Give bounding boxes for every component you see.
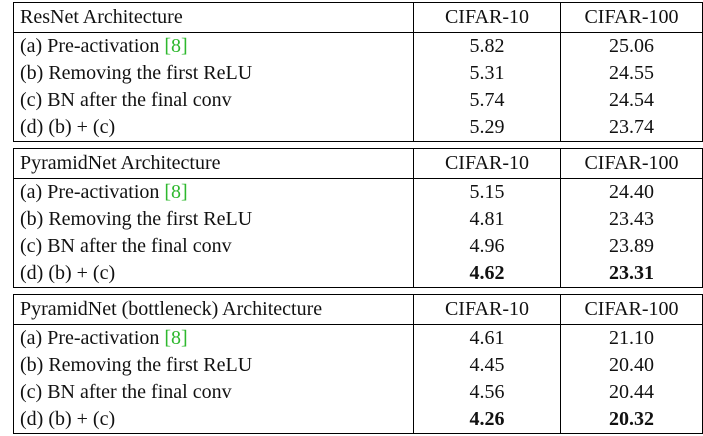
- citation-close-bracket: ]: [181, 327, 188, 349]
- cifar10-value: 5.15: [413, 178, 561, 206]
- cifar10-value: 4.56: [413, 379, 561, 406]
- row-label: (d) (b) + (c): [13, 114, 414, 142]
- resnet-results-table: ResNet Architecture CIFAR-10 CIFAR-100 (…: [13, 2, 703, 142]
- cifar100-value: 23.43: [560, 206, 703, 233]
- cifar100-value: 20.44: [560, 379, 703, 406]
- cifar10-value: 5.82: [413, 32, 561, 60]
- pyramidnet-bottleneck-results-table: PyramidNet (bottleneck) Architecture CIF…: [13, 294, 703, 434]
- table-row: (a) Pre-activation [8] 5.15 24.40: [13, 178, 703, 206]
- table-header-row: ResNet Architecture CIFAR-10 CIFAR-100: [13, 2, 703, 33]
- row-label: (a) Pre-activation [8]: [13, 324, 414, 352]
- citation-open-bracket: [: [164, 327, 172, 349]
- cifar100-value: 23.74: [560, 114, 703, 142]
- row-label-text: (a) Pre-activation: [20, 181, 165, 203]
- citation-open-bracket: [: [164, 181, 172, 203]
- row-label: (c) BN after the final conv: [13, 87, 414, 114]
- table-row: (c) BN after the final conv 4.96 23.89: [13, 233, 703, 260]
- citation-link[interactable]: 8: [171, 327, 182, 349]
- row-label: (d) (b) + (c): [13, 260, 414, 288]
- cifar10-value: 4.61: [413, 324, 561, 352]
- table-header-row: PyramidNet Architecture CIFAR-10 CIFAR-1…: [13, 148, 703, 179]
- cifar100-value: 23.89: [560, 233, 703, 260]
- table-header-row: PyramidNet (bottleneck) Architecture CIF…: [13, 294, 703, 325]
- row-label: (b) Removing the first ReLU: [13, 352, 414, 379]
- architecture-header: ResNet Architecture: [13, 2, 414, 33]
- architecture-header: PyramidNet Architecture: [13, 148, 414, 179]
- citation-link[interactable]: 8: [171, 35, 182, 57]
- cifar10-best-value: 4.62: [413, 260, 561, 288]
- cifar10-header: CIFAR-10: [413, 2, 561, 33]
- table-row: (a) Pre-activation [8] 5.82 25.06: [13, 32, 703, 60]
- table-row: (b) Removing the first ReLU 4.81 23.43: [13, 206, 703, 233]
- cifar100-value: 20.40: [560, 352, 703, 379]
- row-label: (c) BN after the final conv: [13, 379, 414, 406]
- cifar100-value: 21.10: [560, 324, 703, 352]
- cifar100-best-value: 23.31: [560, 260, 703, 288]
- row-label: (c) BN after the final conv: [13, 233, 414, 260]
- cifar100-value: 24.55: [560, 60, 703, 87]
- table-row: (c) BN after the final conv 5.74 24.54: [13, 87, 703, 114]
- cifar10-value: 5.74: [413, 87, 561, 114]
- cifar10-best-value: 4.26: [413, 406, 561, 434]
- cifar10-value: 4.45: [413, 352, 561, 379]
- table-row: (b) Removing the first ReLU 4.45 20.40: [13, 352, 703, 379]
- citation-link[interactable]: 8: [171, 181, 182, 203]
- cifar100-header: CIFAR-100: [560, 148, 703, 179]
- table-row: (c) BN after the final conv 4.56 20.44: [13, 379, 703, 406]
- cifar10-header: CIFAR-10: [413, 294, 561, 325]
- cifar10-value: 4.81: [413, 206, 561, 233]
- cifar100-value: 24.40: [560, 178, 703, 206]
- cifar100-header: CIFAR-100: [560, 2, 703, 33]
- table-row: (a) Pre-activation [8] 4.61 21.10: [13, 324, 703, 352]
- table-row: (d) (b) + (c) 5.29 23.74: [13, 114, 703, 142]
- citation-open-bracket: [: [164, 35, 172, 57]
- cifar10-header: CIFAR-10: [413, 148, 561, 179]
- row-label: (a) Pre-activation [8]: [13, 32, 414, 60]
- citation-close-bracket: ]: [181, 181, 188, 203]
- cifar10-value: 5.31: [413, 60, 561, 87]
- cifar10-value: 5.29: [413, 114, 561, 142]
- cifar10-value: 4.96: [413, 233, 561, 260]
- cifar100-value: 24.54: [560, 87, 703, 114]
- row-label: (b) Removing the first ReLU: [13, 206, 414, 233]
- row-label: (b) Removing the first ReLU: [13, 60, 414, 87]
- table-row: (d) (b) + (c) 4.62 23.31: [13, 260, 703, 288]
- architecture-header: PyramidNet (bottleneck) Architecture: [13, 294, 414, 325]
- citation-close-bracket: ]: [181, 35, 188, 57]
- row-label: (d) (b) + (c): [13, 406, 414, 434]
- cifar100-value: 25.06: [560, 32, 703, 60]
- row-label-text: (a) Pre-activation: [20, 327, 165, 349]
- table-row: (d) (b) + (c) 4.26 20.32: [13, 406, 703, 434]
- table-row: (b) Removing the first ReLU 5.31 24.55: [13, 60, 703, 87]
- cifar100-header: CIFAR-100: [560, 294, 703, 325]
- pyramidnet-results-table: PyramidNet Architecture CIFAR-10 CIFAR-1…: [13, 148, 703, 288]
- row-label: (a) Pre-activation [8]: [13, 178, 414, 206]
- cifar100-best-value: 20.32: [560, 406, 703, 434]
- row-label-text: (a) Pre-activation: [20, 35, 165, 57]
